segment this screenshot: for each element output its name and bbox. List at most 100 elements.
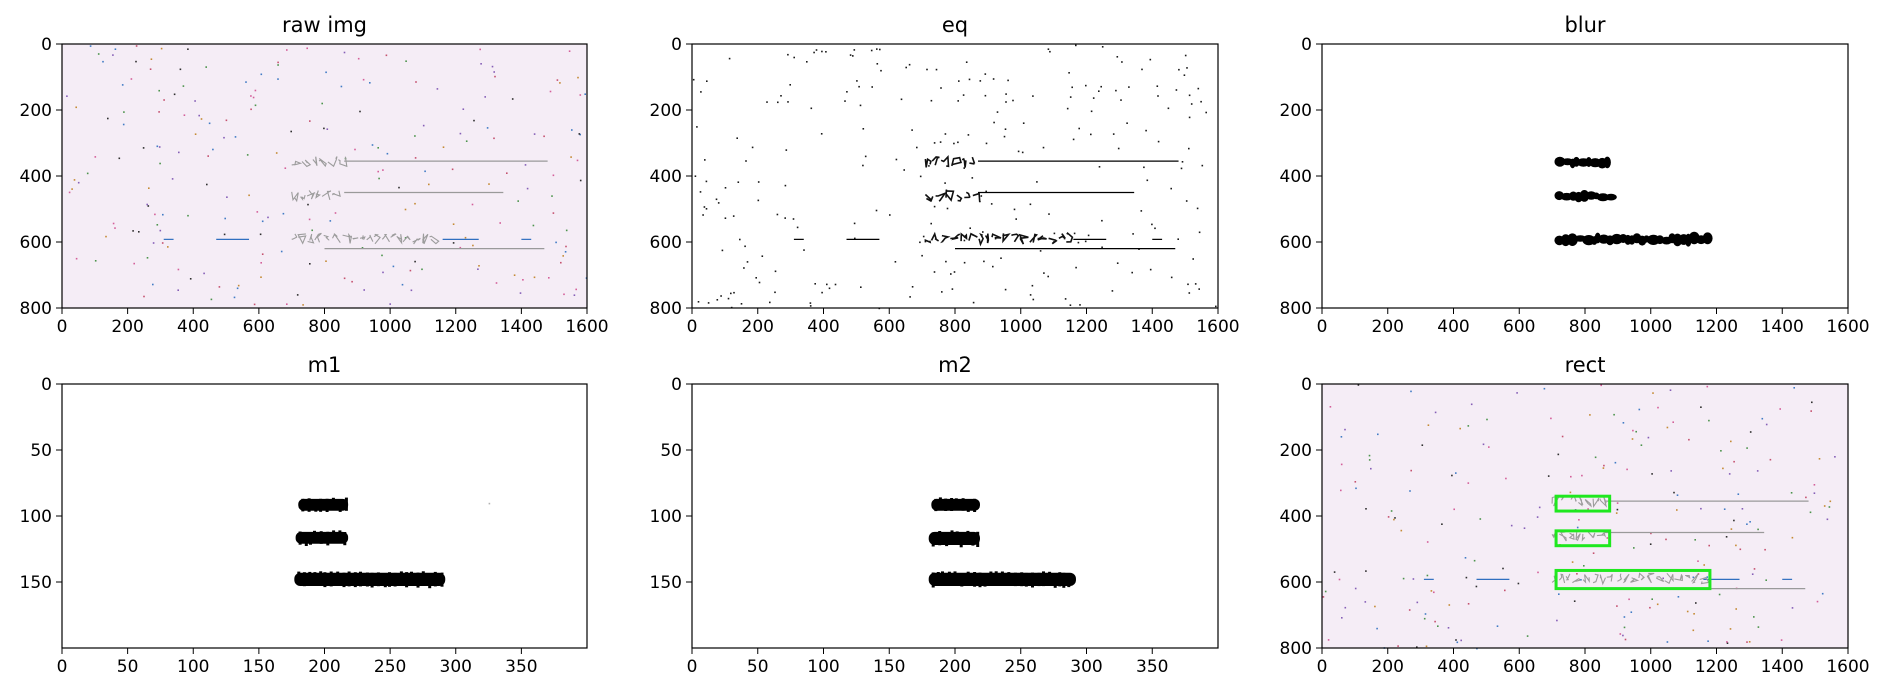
- noise-pixel: [717, 202, 720, 204]
- y-tick-label: 100: [20, 507, 52, 527]
- noise-pixel: [1526, 635, 1529, 637]
- noise-pixel: [1583, 565, 1585, 567]
- noise-pixel: [148, 187, 150, 189]
- panel-m1: m1 0 50 100 150 200 250 300 350 0 50 100 150: [20, 353, 588, 677]
- panel-title: rect: [1565, 353, 1606, 377]
- noise-pixel: [1749, 521, 1751, 523]
- noise-pixel: [792, 218, 795, 220]
- text-glyph: [306, 190, 316, 200]
- noise-pixel: [1626, 468, 1628, 471]
- noise-pixel: [1098, 90, 1100, 92]
- mask-bar-edge: [1024, 572, 1028, 587]
- noise-pixel: [1649, 543, 1652, 545]
- noise-pixel: [941, 291, 943, 293]
- noise-pixel: [834, 283, 837, 286]
- noise-pixel: [533, 276, 536, 279]
- noise-pixel: [820, 133, 823, 135]
- noise-pixel: [1197, 87, 1200, 90]
- noise-pixel: [1616, 502, 1619, 504]
- text-blob: [1702, 232, 1713, 245]
- mask-bar-edge: [440, 572, 444, 587]
- noise-pixel: [944, 182, 946, 184]
- noise-pixel: [1695, 602, 1697, 604]
- noise-pixel: [68, 191, 71, 194]
- noise-pixel: [73, 179, 76, 181]
- noise-pixel: [1670, 470, 1672, 472]
- noise-pixel: [552, 212, 555, 214]
- noise-pixel: [1007, 79, 1009, 82]
- x-tick-label: 1200: [434, 317, 477, 337]
- noise-pixel: [159, 162, 161, 165]
- noise-pixel: [743, 267, 745, 269]
- x-tick-label: 0: [57, 317, 68, 337]
- x-tick-label: 1400: [1761, 317, 1804, 337]
- mask-bar-edge: [1042, 571, 1045, 587]
- noise-pixel: [1640, 444, 1643, 446]
- noise-pixel: [757, 199, 760, 202]
- noise-pixel: [1368, 459, 1371, 461]
- noise-pixel: [532, 224, 535, 227]
- x-tick-label: 400: [1437, 317, 1469, 337]
- y-tick-label: 0: [671, 375, 682, 395]
- noise-pixel: [1561, 435, 1564, 438]
- noise-pixel: [548, 277, 550, 279]
- mask-bar-edge: [309, 532, 312, 545]
- noise-pixel: [1581, 474, 1583, 477]
- noise-pixel: [1676, 509, 1678, 511]
- noise-pixel: [1387, 516, 1390, 518]
- noise-pixel: [1149, 58, 1152, 61]
- noise-pixel: [1187, 283, 1189, 286]
- mask-bar-edge: [326, 531, 330, 546]
- noise-pixel: [118, 157, 121, 160]
- panel-rect: rect 0 200 400 600 800 1000 1200 1400 1600 0 200 40…: [1280, 353, 1870, 677]
- noise-pixel: [1400, 529, 1403, 532]
- noise-pixel: [414, 202, 416, 205]
- noise-pixel: [1090, 133, 1092, 136]
- noise-pixel: [577, 76, 579, 79]
- noise-pixel: [758, 281, 761, 284]
- text-glyph: [318, 157, 327, 168]
- noise-pixel: [464, 236, 467, 239]
- y-tick-label: 50: [660, 441, 682, 461]
- noise-pixel: [1194, 283, 1197, 285]
- noise-pixel: [1479, 518, 1482, 520]
- noise-pixel: [963, 261, 966, 264]
- x-tick-label: 800: [1569, 657, 1601, 677]
- noise-pixel: [491, 65, 494, 68]
- noise-pixel: [570, 156, 572, 158]
- noise-pixel: [1354, 481, 1357, 483]
- mask-bar-edge: [936, 572, 940, 586]
- noise-pixel: [965, 61, 968, 63]
- text-glyph: [291, 160, 303, 166]
- y-tick-label: 800: [20, 299, 52, 319]
- noise-pixel: [409, 269, 412, 272]
- mask-bar-edge: [1058, 572, 1062, 587]
- noise-pixel: [985, 190, 987, 193]
- noise-pixel: [1576, 573, 1578, 575]
- noise-pixel: [484, 96, 486, 98]
- mask-bar-edge: [313, 572, 317, 586]
- text-glyph: [342, 232, 353, 244]
- text-glyph: [297, 233, 307, 245]
- y-tick-label: 800: [1280, 639, 1312, 659]
- y-tick-label: 0: [41, 35, 52, 55]
- noise-pixel: [194, 133, 197, 135]
- noise-pixel: [1748, 641, 1751, 643]
- mask-bar-edge: [297, 571, 301, 585]
- noise-pixel: [1558, 593, 1560, 595]
- noise-pixel: [1823, 505, 1826, 507]
- mask-bar-edge: [433, 571, 437, 587]
- y-tick-label: 400: [650, 167, 682, 187]
- image-background: [1322, 384, 1848, 648]
- noise-pixel: [1550, 417, 1552, 420]
- noise-pixel: [919, 241, 921, 244]
- noise-pixel: [1779, 408, 1781, 410]
- noise-pixel: [926, 68, 928, 71]
- text-glyph: [945, 190, 955, 202]
- noise-pixel: [903, 169, 905, 171]
- noise-pixel: [1064, 298, 1067, 300]
- noise-pixel: [971, 177, 974, 179]
- noise-pixel: [1448, 604, 1451, 606]
- noise-pixel: [777, 101, 779, 104]
- noise-pixel: [479, 48, 481, 51]
